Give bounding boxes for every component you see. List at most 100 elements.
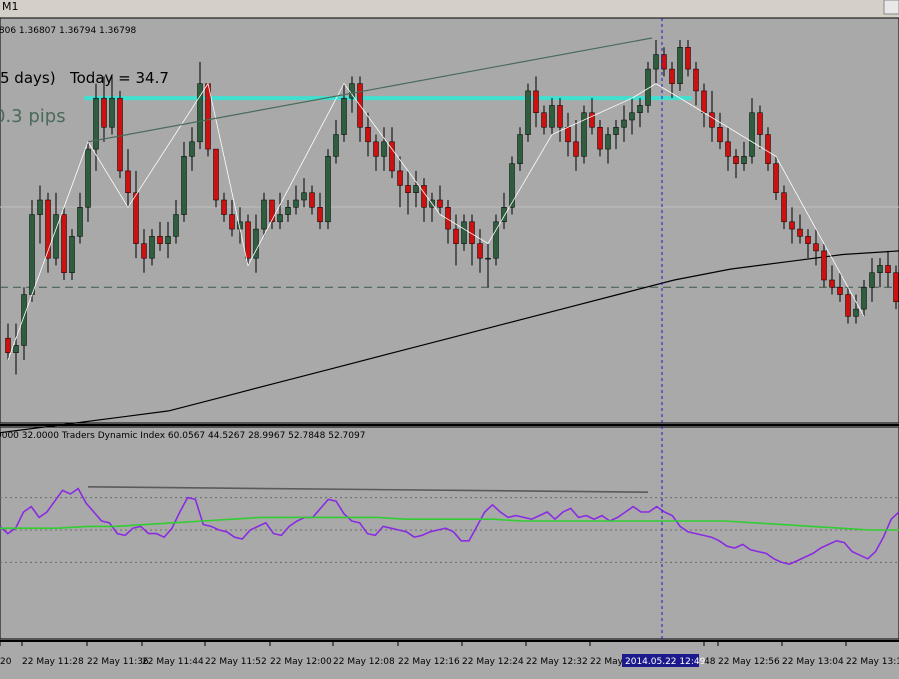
bear-candle [45, 199, 51, 259]
bear-candle [101, 97, 107, 128]
bull-candle [677, 47, 683, 84]
bull-candle [581, 112, 587, 157]
bear-candle [565, 127, 571, 143]
bull-candle [93, 97, 99, 150]
time-tick-label: 22 May 12:56 [718, 657, 780, 667]
bear-candle [5, 337, 11, 353]
bear-candle [117, 97, 123, 172]
period-text: 5 days) [0, 69, 56, 87]
bull-candle [21, 294, 27, 346]
bull-candle [485, 257, 491, 260]
bull-candle [853, 308, 859, 317]
bull-candle [629, 112, 635, 121]
window-titlebar [0, 0, 899, 18]
bear-candle [389, 141, 395, 172]
bear-candle [821, 250, 827, 281]
bear-candle [597, 127, 603, 150]
time-tick-label: 22 May 12:32 [526, 657, 588, 667]
time-tick-label: 22 May 13:04 [782, 657, 844, 667]
bull-candle [413, 185, 419, 193]
bull-candle [349, 83, 355, 99]
bear-candle [141, 243, 147, 259]
time-tick-label: 22 May 11:28 [22, 657, 84, 667]
time-tick-label: 22 May 12:00 [270, 657, 332, 667]
bull-candle [621, 119, 627, 128]
bull-candle [493, 221, 499, 259]
indicator-series-line [0, 516, 899, 531]
bear-candle [125, 170, 131, 193]
time-tick-label: 48 [704, 657, 716, 667]
bull-candle [637, 105, 643, 113]
bull-candle [77, 207, 83, 237]
bear-candle [397, 170, 403, 186]
bear-candle [557, 105, 563, 128]
bull-candle [869, 272, 875, 288]
crosshair-time-label: 2014.05.22 12:49 [625, 657, 706, 667]
bull-candle [109, 97, 115, 128]
indicator-series-line [0, 487, 899, 566]
bear-candle [837, 287, 843, 295]
upper-trendline [87, 37, 653, 143]
bull-candle [749, 112, 755, 157]
bull-candle [549, 105, 555, 128]
crosshair-time-badge [622, 654, 699, 667]
bear-candle [765, 134, 771, 164]
price-pane-frame [0, 17, 899, 424]
bull-candle [301, 192, 307, 201]
bull-candle [197, 83, 203, 143]
zigzag-line [7, 82, 865, 361]
bull-candle [509, 163, 515, 208]
bear-candle [205, 83, 211, 150]
bear-candle [805, 236, 811, 244]
time-tick-label: 22 May [590, 657, 624, 667]
maximize-button-icon[interactable] [883, 0, 899, 15]
bear-candle [709, 112, 715, 128]
bear-candle [221, 199, 227, 215]
bear-candle [781, 192, 787, 223]
bear-candle [133, 192, 139, 244]
bear-candle [157, 236, 163, 244]
bear-candle [541, 112, 547, 128]
bear-candle [845, 294, 851, 317]
bear-candle [893, 272, 899, 303]
time-tick-label: 20 [0, 657, 12, 667]
bear-candle [421, 185, 427, 208]
price-header: .806 1.36807 1.36794 1.36798 [0, 26, 137, 36]
time-tick-label: 22 May 12:08 [333, 657, 395, 667]
bull-candle [181, 156, 187, 215]
bull-candle [173, 214, 179, 237]
pips-text: 0.3 pips [0, 106, 66, 127]
bull-candle [13, 345, 19, 353]
bear-candle [405, 185, 411, 193]
bull-candle [653, 54, 659, 70]
bear-candle [717, 127, 723, 143]
today-text: Today = 34.7 [69, 69, 169, 87]
bear-candle [813, 243, 819, 252]
bull-candle [341, 97, 347, 135]
bull-candle [261, 199, 267, 230]
bull-candle [189, 141, 195, 157]
bull-candle [37, 199, 43, 215]
indicator-header: 0000 32.0000 Traders Dynamic Index 60.05… [0, 431, 365, 441]
bear-candle [213, 148, 219, 201]
bear-candle [589, 112, 595, 128]
bull-candle [501, 207, 507, 223]
time-tick-label: 22 May 12:16 [398, 657, 460, 667]
bear-candle [789, 221, 795, 230]
bull-candle [85, 148, 91, 208]
bull-candle [381, 141, 387, 157]
bear-candle [685, 47, 691, 70]
time-tick-label: 22 May 11:36 [87, 657, 149, 667]
bull-candle [253, 228, 259, 259]
bull-candle [29, 214, 35, 295]
window-title: M1 [2, 0, 19, 13]
bear-candle [757, 112, 763, 135]
bull-candle [149, 236, 155, 259]
indicator-pane-frame [0, 426, 899, 640]
bear-candle [829, 279, 835, 288]
time-tick-label: 22 May 11:44 [142, 657, 204, 667]
